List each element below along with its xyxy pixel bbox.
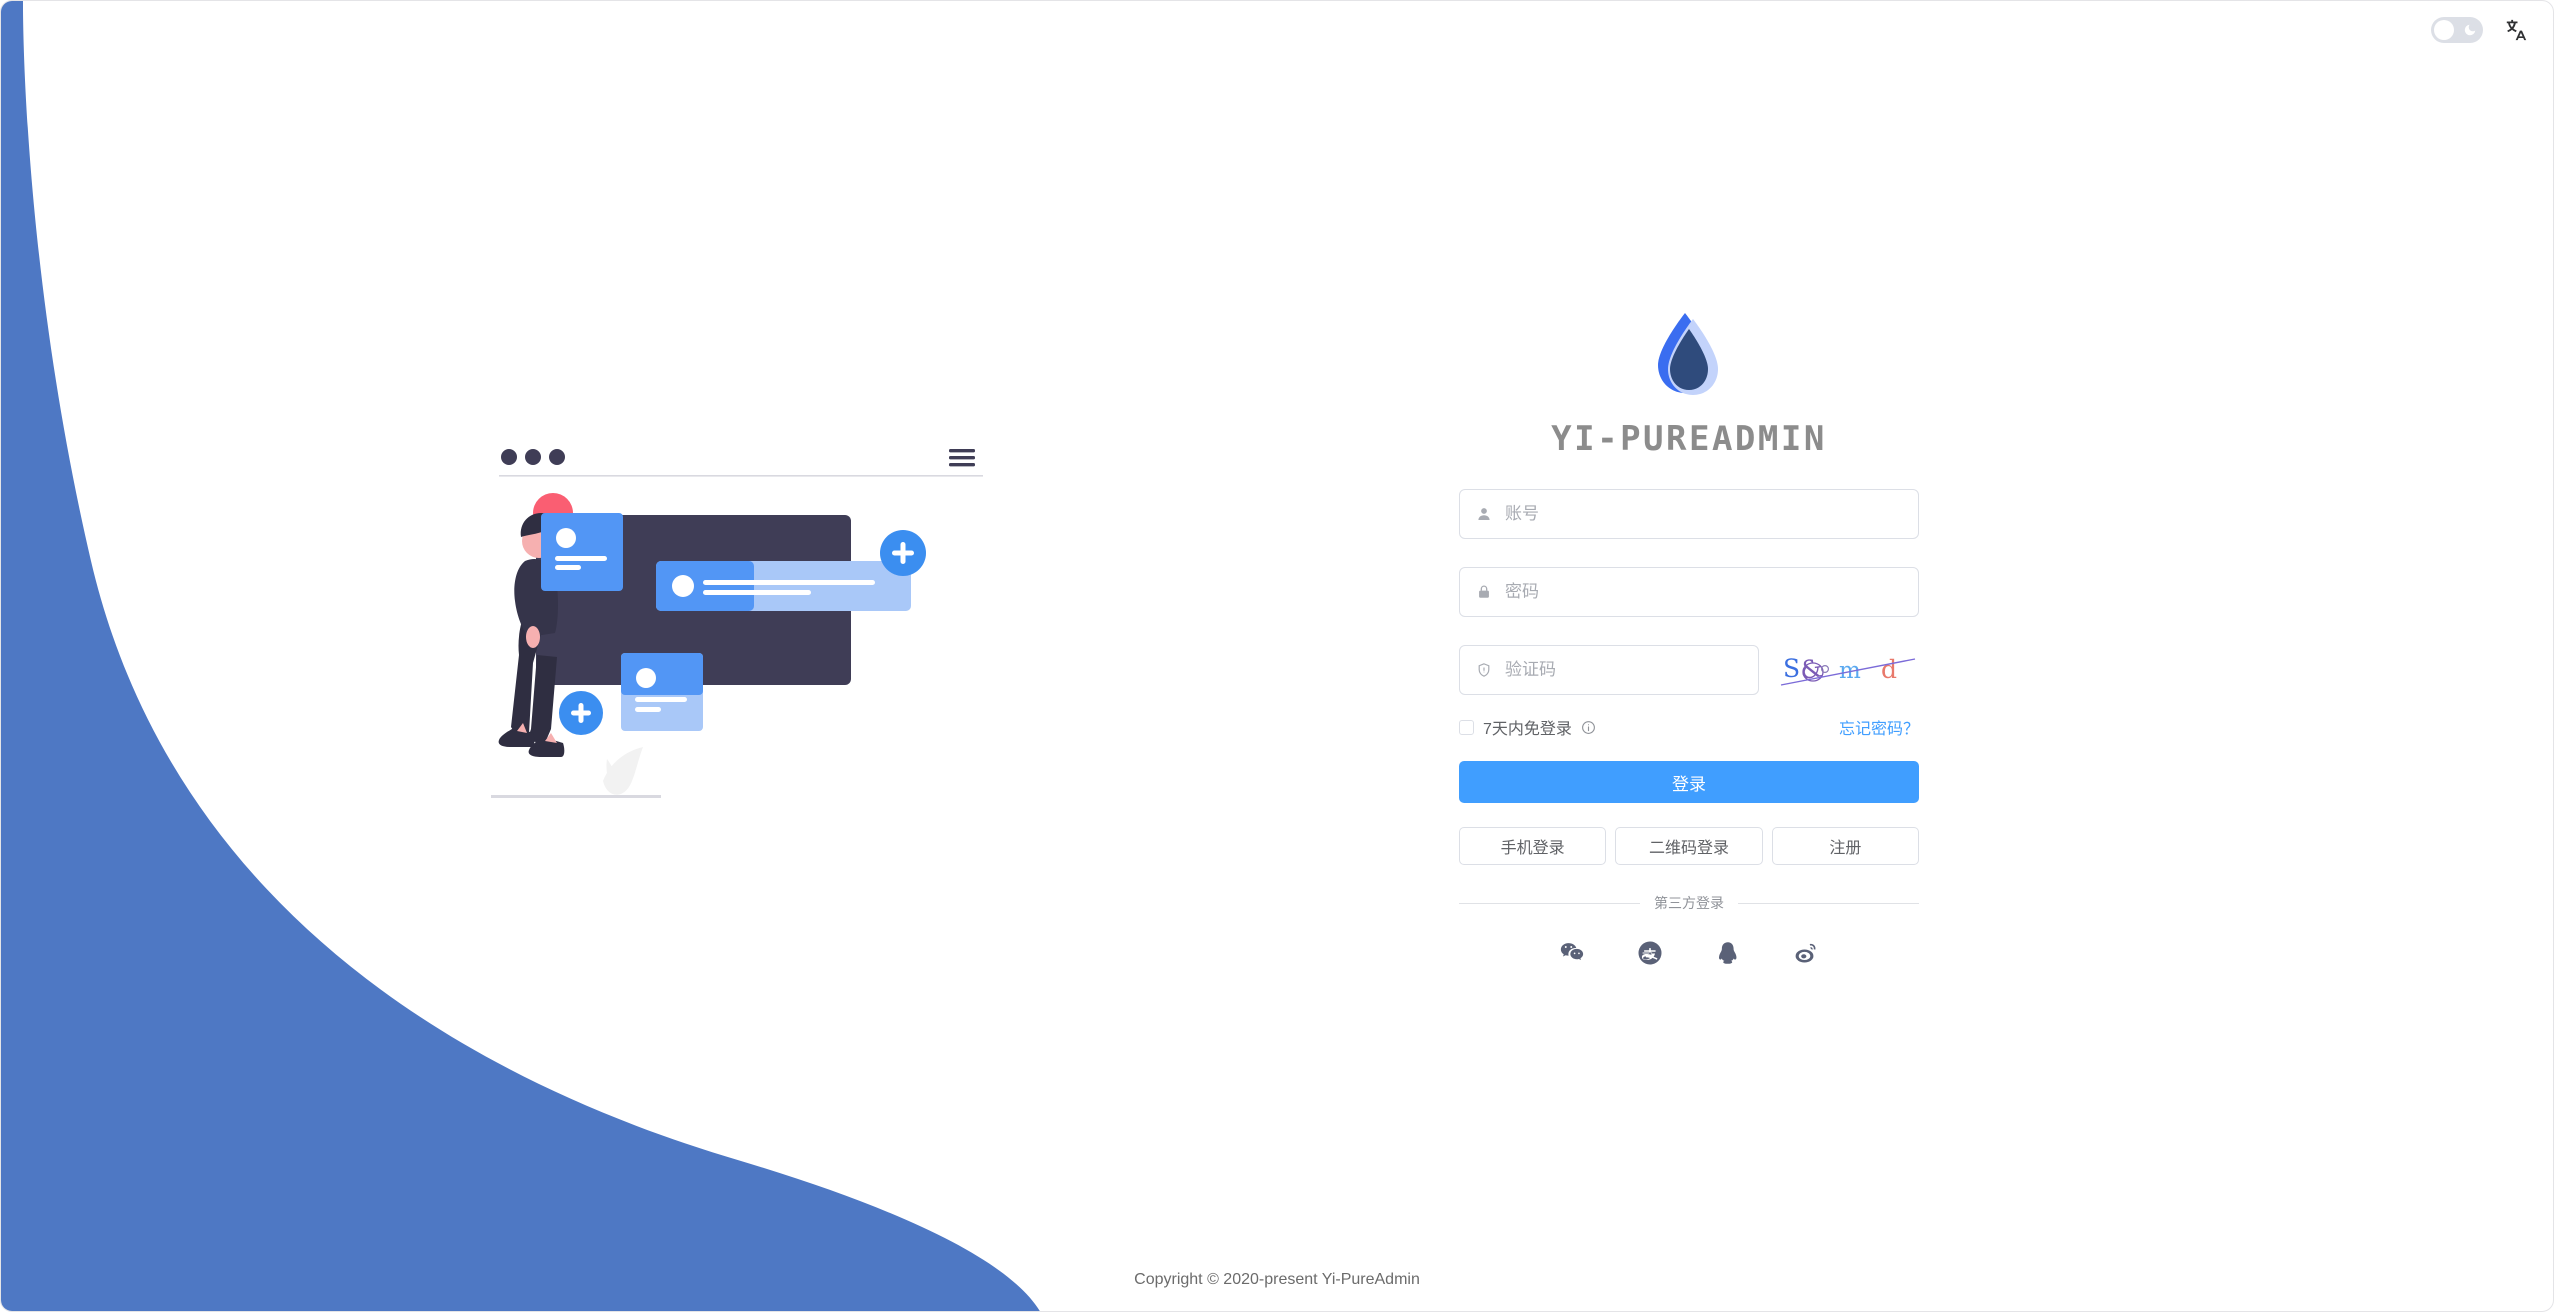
third-party-label: 第三方登录: [1654, 895, 1724, 911]
login-illustration: [491, 449, 983, 798]
divider-line-right: [1738, 902, 1919, 904]
remember-label: 7天内免登录: [1483, 721, 1572, 738]
social-logins: [1459, 939, 1919, 967]
qrcode-login-button[interactable]: 二维码登录: [1615, 827, 1763, 865]
phone-login-button[interactable]: 手机登录: [1459, 827, 1607, 865]
weibo-icon[interactable]: [1792, 939, 1820, 967]
info-circle-icon[interactable]: [1581, 720, 1596, 735]
remember-me[interactable]: 7天内免登录: [1459, 715, 1596, 739]
svg-text:d: d: [1881, 655, 1897, 684]
captcha-field-wrap: S & m d: [1459, 645, 1919, 695]
window-dot: [525, 449, 541, 465]
username-input[interactable]: [1503, 503, 1902, 525]
divider-line-left: [1459, 902, 1640, 904]
username-field[interactable]: [1459, 489, 1919, 539]
wechat-icon[interactable]: [1558, 939, 1586, 967]
captcha-image[interactable]: S & m d: [1779, 647, 1919, 693]
user-icon: [1476, 506, 1492, 522]
svg-text:S: S: [1783, 654, 1800, 683]
options-row: 7天内免登录 忘记密码？: [1459, 715, 1919, 739]
toggle-knob: [2434, 20, 2454, 40]
captcha-field[interactable]: [1459, 645, 1759, 695]
password-field[interactable]: [1459, 567, 1919, 617]
alipay-icon[interactable]: [1636, 939, 1664, 967]
captcha-input[interactable]: [1503, 659, 1742, 681]
alt-login-buttons: 手机登录 二维码登录 注册: [1459, 827, 1919, 865]
hamburger-icon: [949, 449, 975, 467]
translate-icon[interactable]: [2501, 15, 2531, 45]
password-field-wrap: [1459, 567, 1919, 617]
water-drop-logo: [1658, 313, 1718, 395]
forgot-password-link[interactable]: 忘记密码？: [1838, 721, 1919, 738]
window-dot: [501, 449, 517, 465]
lock-icon: [1476, 584, 1492, 600]
register-button[interactable]: 注册: [1771, 827, 1919, 865]
logo-wrap: [1459, 301, 1919, 411]
qq-icon[interactable]: [1714, 939, 1742, 967]
password-input[interactable]: [1503, 581, 1902, 603]
shield-icon: [1476, 662, 1492, 678]
top-controls: [2431, 15, 2531, 45]
login-panel: YI-PUREADMIN: [1459, 301, 1919, 967]
third-party-divider: 第三方登录: [1459, 893, 1919, 913]
card-top-left: [541, 513, 623, 591]
footer-copyright: Copyright © 2020-present Yi-PureAdmin: [1134, 1271, 1420, 1288]
window-dot: [549, 449, 565, 465]
dark-mode-toggle[interactable]: [2431, 17, 2483, 43]
login-button[interactable]: 登录: [1459, 761, 1919, 803]
remember-checkbox[interactable]: [1459, 719, 1474, 735]
page-title: YI-PUREADMIN: [1551, 419, 1827, 459]
moon-icon: [2464, 24, 2476, 36]
username-field-wrap: [1459, 489, 1919, 539]
